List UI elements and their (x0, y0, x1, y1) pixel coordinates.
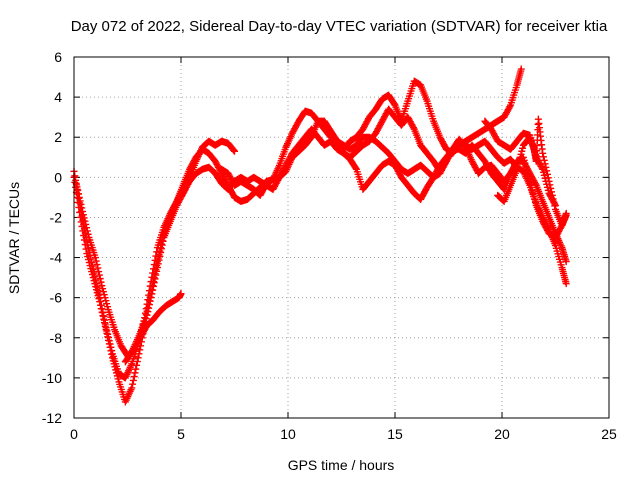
x-tick-label: 10 (280, 426, 296, 442)
x-axis-label: GPS time / hours (288, 457, 395, 473)
x-tick-label: 5 (177, 426, 185, 442)
series-trace-3 (72, 179, 185, 360)
data-series (70, 65, 570, 406)
y-tick-label: -2 (50, 209, 63, 225)
axis-ticks: 0 5 10 15 20 25 -12 -10 -8 -6 -4 -2 0 2 4 6 (42, 49, 617, 442)
y-tick-label: -10 (42, 370, 62, 386)
series-trace-6 (340, 65, 525, 157)
y-tick-label: -12 (42, 410, 62, 426)
x-tick-label: 25 (601, 426, 617, 442)
data-markers (340, 65, 525, 157)
y-axis-label: SDTVAR / TECUs (6, 182, 22, 294)
y-tick-label: -8 (50, 330, 63, 346)
x-tick-label: 0 (70, 426, 78, 442)
y-tick-label: -4 (50, 250, 63, 266)
data-markers (481, 117, 559, 209)
series-trace-8 (481, 117, 559, 209)
y-tick-label: 0 (54, 169, 62, 185)
y-tick-label: 2 (54, 129, 62, 145)
data-markers (70, 105, 570, 406)
x-tick-label: 20 (494, 426, 510, 442)
y-tick-label: 4 (54, 89, 62, 105)
x-tick-label: 15 (387, 426, 403, 442)
data-markers (72, 179, 185, 360)
y-tick-label: -6 (50, 290, 63, 306)
plot-frame (73, 56, 610, 419)
chart-title: Day 072 of 2022, Sidereal Day-to-day VTE… (71, 18, 608, 35)
y-tick-label: 6 (54, 49, 62, 65)
series-trace-2 (70, 105, 570, 406)
grid (74, 57, 609, 418)
